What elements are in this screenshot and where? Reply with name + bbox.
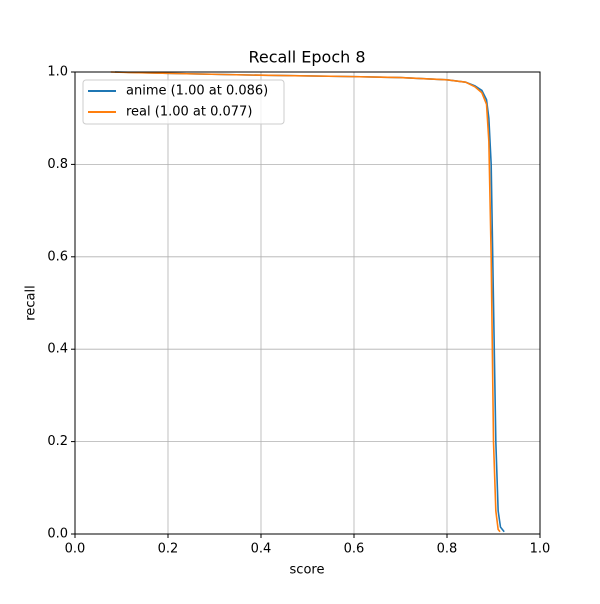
legend-label: anime (1.00 at 0.086) bbox=[126, 84, 268, 99]
y-tick-label: 1.0 bbox=[47, 65, 68, 80]
y-tick-label: 0.2 bbox=[47, 434, 68, 449]
chart-title: Recall Epoch 8 bbox=[248, 48, 365, 67]
y-tick-label: 0.6 bbox=[47, 249, 68, 264]
x-tick-label: 0.6 bbox=[344, 542, 365, 557]
line-series bbox=[110, 71, 501, 533]
x-tick-label: 0.4 bbox=[251, 542, 272, 557]
legend-box bbox=[82, 79, 285, 125]
y-axis-label: recall bbox=[24, 285, 39, 320]
y-tick-label: 0.0 bbox=[47, 527, 68, 542]
x-axis-label: score bbox=[290, 563, 325, 578]
x-tick-label: 0.2 bbox=[158, 542, 179, 557]
x-tick-label: 1.0 bbox=[530, 542, 551, 557]
plot-frame bbox=[74, 71, 541, 535]
x-tick-label: 0.8 bbox=[437, 542, 458, 557]
x-tick-label: 0.0 bbox=[65, 542, 86, 557]
y-tick-label: 0.4 bbox=[47, 342, 68, 357]
legend-label: real (1.00 at 0.077) bbox=[126, 105, 252, 120]
y-tick-label: 0.8 bbox=[47, 157, 68, 172]
